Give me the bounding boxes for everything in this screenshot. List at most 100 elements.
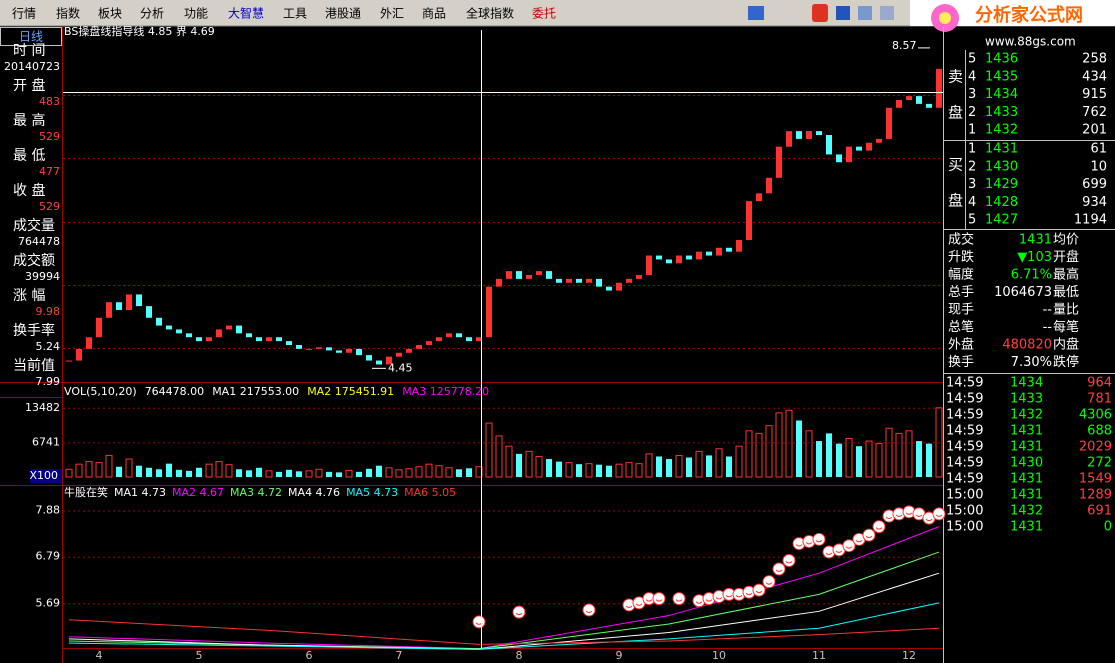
volume-bar [785, 409, 793, 478]
quote-label: 换手 [948, 355, 974, 370]
candle [666, 259, 672, 264]
smile-mouth [735, 595, 743, 598]
candle [366, 355, 372, 361]
toolbar-icon[interactable] [812, 4, 828, 22]
field-label: 换手率 [13, 322, 55, 339]
quote-value: 7.30% [1011, 355, 1052, 370]
toolbar-icon[interactable] [880, 6, 894, 20]
smile-face [582, 603, 596, 617]
menu-item[interactable]: 港股通 [325, 7, 361, 21]
menu-item[interactable]: 指数 [56, 6, 80, 21]
candle [796, 131, 802, 139]
candle [496, 278, 502, 287]
smile-mouth [845, 546, 853, 549]
candle [896, 100, 902, 108]
candle [616, 282, 622, 291]
candle [916, 96, 922, 104]
tick-price: 1434 [1010, 376, 1043, 391]
toolbar-icon[interactable] [836, 6, 850, 20]
candle [466, 337, 472, 342]
volume-bar [265, 470, 273, 478]
candle [86, 337, 92, 349]
menu-item[interactable]: 功能 [184, 7, 208, 21]
indicator-line [68, 526, 940, 650]
tick-volume: 0 [1104, 520, 1112, 535]
smile-mouth [855, 539, 863, 543]
menu-item[interactable]: 大智慧 [228, 6, 264, 21]
candle [296, 345, 302, 349]
book-level: 5 [968, 52, 976, 67]
field-value: 483 [39, 95, 60, 108]
smile-mouth [905, 512, 913, 515]
volume-bar [525, 450, 533, 478]
price-panel-title: BS操盘线指导线 4.85 界 4.69 [64, 24, 215, 38]
smile-mouth [915, 514, 923, 517]
volume-bar [615, 463, 623, 478]
menu-item[interactable]: 商品 [422, 6, 446, 21]
menu-item[interactable]: 板块 [98, 7, 122, 21]
smile [582, 603, 596, 617]
smile-face [782, 554, 796, 568]
menu-item[interactable]: 行情 [12, 7, 36, 21]
tick-price: 1433 [1010, 392, 1043, 407]
book-price: 1432 [985, 123, 1018, 138]
volume-bar [706, 455, 712, 477]
menu-item[interactable]: 工具 [283, 7, 307, 21]
period-tab[interactable] [0, 27, 62, 46]
field-value: 764478 [18, 235, 60, 248]
smile-mouth [815, 539, 823, 543]
high-label: 8.57 [892, 39, 917, 52]
candle [136, 294, 142, 307]
candle [286, 341, 292, 345]
chart-layer: 8.57 4.45 4 5 6 7 8 9 10 11 12 VOL(5,10,20) 764478.0… [25, 39, 946, 662]
volume-bar [926, 443, 932, 477]
menu-item[interactable]: 分析 [140, 7, 164, 21]
toolbar-icon[interactable] [858, 6, 872, 20]
toolbar-icon[interactable] [748, 6, 764, 20]
volume-bar [246, 470, 252, 477]
book-side-label: 盘 [948, 104, 963, 122]
candle [156, 317, 162, 326]
field-label: 最 低 [13, 148, 45, 164]
field-value: 5.24 [36, 340, 61, 353]
volume-bar [445, 467, 453, 478]
indicator-line [68, 602, 940, 650]
quote-tail: 均价 [1053, 233, 1079, 248]
smile [882, 509, 896, 523]
volume-bar [395, 469, 403, 478]
menu-item[interactable]: 外汇 [380, 7, 404, 21]
tick-volume: 688 [1087, 424, 1112, 439]
candle [436, 337, 442, 342]
candle [276, 337, 282, 342]
candle [536, 271, 542, 275]
candle [266, 337, 272, 342]
volume-bar [75, 463, 83, 478]
candle [226, 325, 232, 330]
volume-bar [606, 465, 612, 477]
y-tick-label: 6.79 [36, 550, 61, 563]
book-level: 4 [968, 69, 976, 84]
volume-bar [466, 468, 472, 477]
candle [356, 348, 362, 356]
candle [806, 131, 812, 139]
book-level: 3 [968, 177, 976, 192]
volume-bar [816, 441, 822, 477]
candle [216, 329, 222, 338]
x-tick-label: 11 [812, 649, 826, 662]
menu-item[interactable]: 委托 [532, 7, 556, 21]
menu-item[interactable]: 全球指数 [466, 6, 514, 21]
candle [766, 177, 772, 194]
volume-bar [765, 425, 773, 478]
candle [566, 278, 572, 283]
candle [876, 138, 882, 143]
candle [686, 255, 692, 260]
book-price: 1429 [985, 177, 1018, 192]
candle [856, 146, 862, 151]
candle [446, 333, 452, 338]
smile-mouth [795, 544, 803, 547]
volume-bar [146, 467, 152, 477]
x-tick-label: 10 [712, 649, 726, 662]
candle [76, 348, 82, 361]
tick-volume: 781 [1087, 392, 1112, 407]
tick-price: 1431 [1010, 488, 1043, 503]
